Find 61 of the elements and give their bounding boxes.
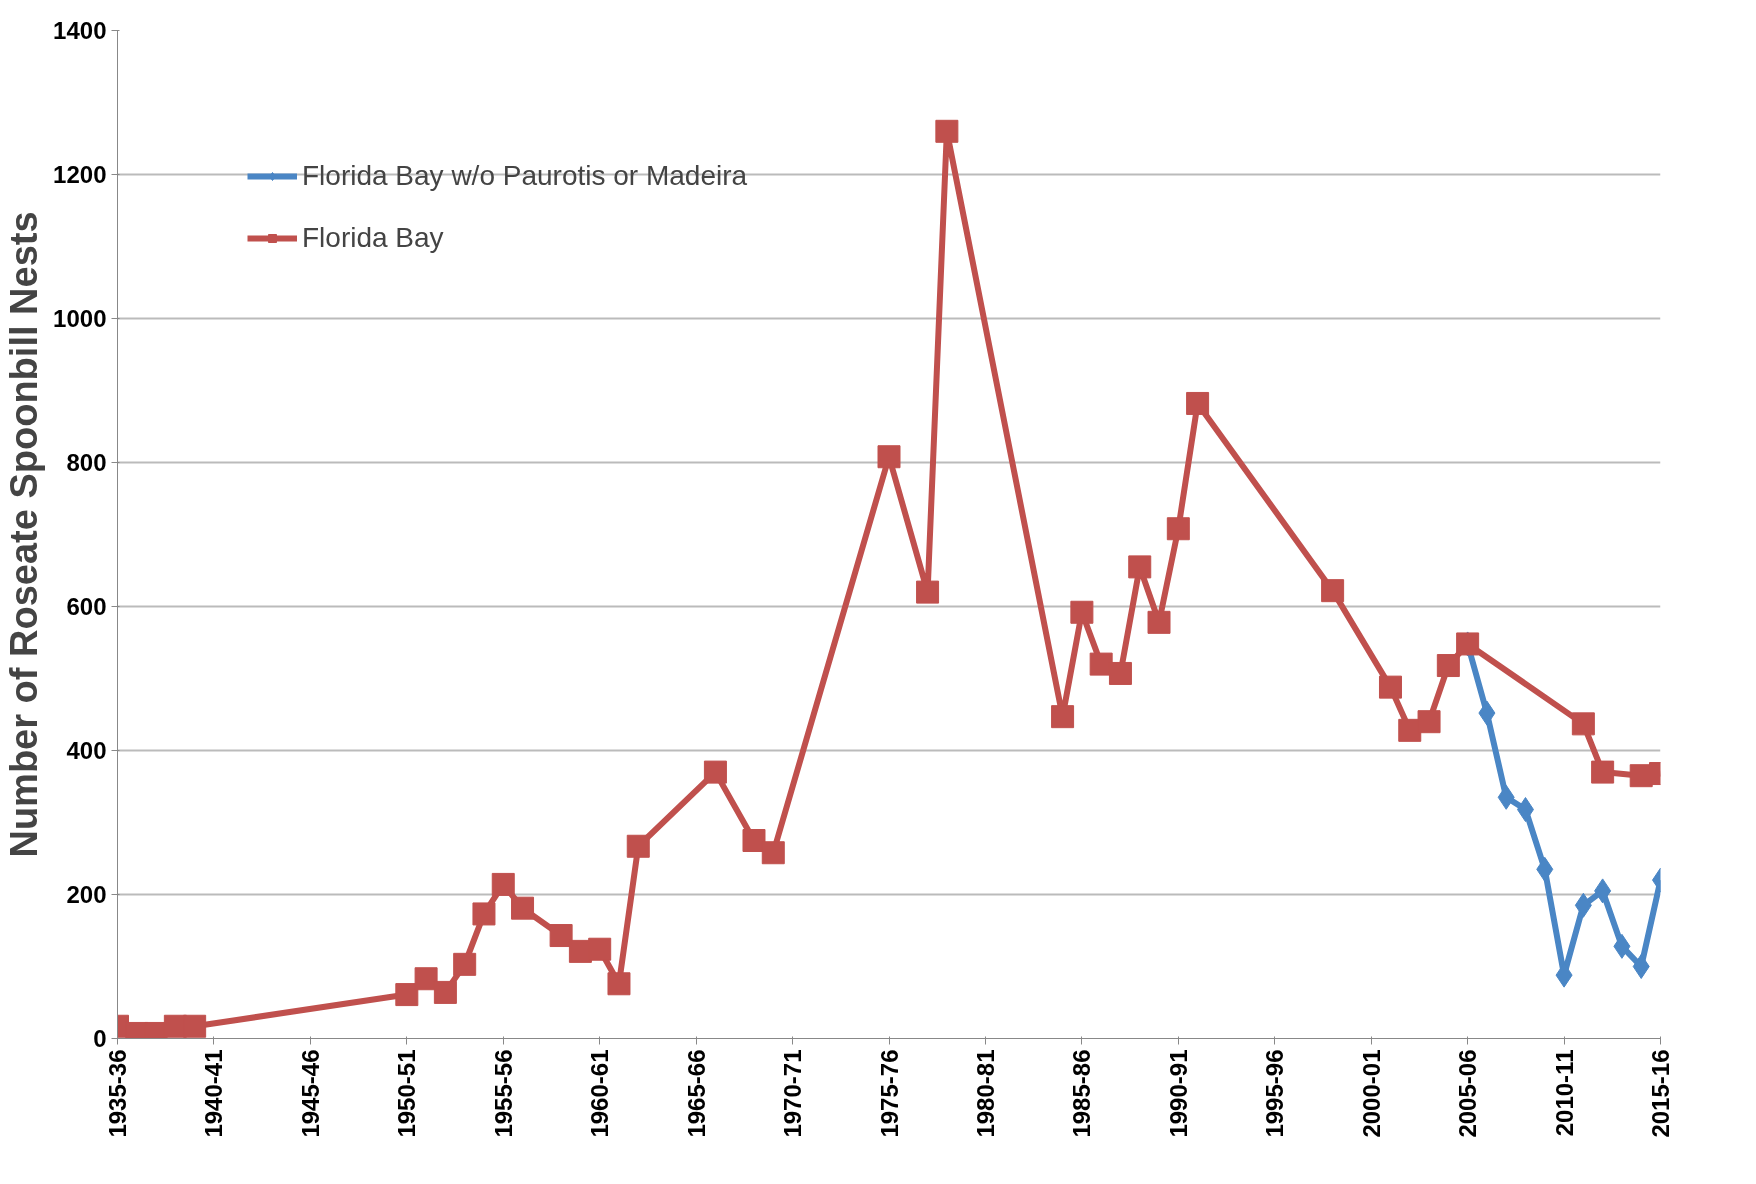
x-tick-label: 1985-86 xyxy=(1068,1049,1096,1138)
point xyxy=(1147,610,1171,634)
point xyxy=(1108,661,1132,685)
point xyxy=(626,834,650,858)
point xyxy=(433,980,457,1004)
point xyxy=(1128,555,1152,579)
point xyxy=(1070,600,1094,624)
point xyxy=(1571,712,1595,736)
point xyxy=(1186,391,1210,415)
y-tick-label: 400 xyxy=(66,737,107,764)
point xyxy=(588,937,612,961)
point xyxy=(1166,517,1190,541)
point xyxy=(607,972,631,996)
legend-label: Florida Bay w/o Paurotis or Madeira xyxy=(302,160,748,192)
y-axis-title: Number of Roseate Spoonbill Nests xyxy=(3,211,46,858)
y-tick-label: 200 xyxy=(66,881,107,908)
x-tick-label: 1955-56 xyxy=(489,1049,517,1138)
y-tick-label: 800 xyxy=(66,449,107,476)
x-tick-label: 2015-16 xyxy=(1647,1049,1674,1138)
point xyxy=(1591,760,1615,784)
x-tick-label: 1940-41 xyxy=(200,1049,228,1138)
point xyxy=(1089,652,1113,676)
x-tick-label: 1980-81 xyxy=(971,1049,999,1138)
point xyxy=(1321,579,1345,603)
legend-label: Florida Bay xyxy=(302,222,444,254)
point xyxy=(453,952,477,976)
point xyxy=(1378,675,1402,699)
point xyxy=(877,445,901,469)
x-tick-label: 2010-11 xyxy=(1550,1049,1578,1137)
point xyxy=(916,580,940,604)
point xyxy=(935,119,959,143)
point xyxy=(1436,654,1460,678)
y-tick-label: 600 xyxy=(66,593,107,620)
x-tick-label: 2005-06 xyxy=(1454,1049,1482,1138)
x-tick-label: 1995-96 xyxy=(1261,1049,1289,1138)
point xyxy=(183,1014,207,1038)
point xyxy=(1051,705,1075,729)
x-tick-label: 1990-91 xyxy=(1164,1049,1192,1138)
point xyxy=(742,829,766,852)
point xyxy=(511,896,535,920)
x-tick-label: 1970-71 xyxy=(779,1049,807,1138)
point xyxy=(549,924,573,948)
point xyxy=(703,760,727,784)
x-tick-label: 1975-76 xyxy=(875,1049,903,1138)
y-tick-label: 1400 xyxy=(53,17,107,44)
x-tick-label: 1950-51 xyxy=(393,1049,421,1138)
point xyxy=(1632,954,1650,979)
point xyxy=(491,872,515,896)
point xyxy=(761,841,785,865)
x-tick-label: 1935-36 xyxy=(104,1049,131,1138)
point xyxy=(1417,710,1441,734)
x-tick-label: 1960-61 xyxy=(586,1049,614,1138)
x-tick-label: 1965-66 xyxy=(682,1049,710,1138)
point xyxy=(395,983,419,1007)
y-tick-label: 1200 xyxy=(53,161,107,188)
x-tick-label: 2000-01 xyxy=(1357,1049,1385,1138)
point xyxy=(472,902,496,926)
y-tick-label: 1000 xyxy=(53,305,107,332)
y-tick-label: 0 xyxy=(93,1025,107,1052)
x-tick-label: 1945-46 xyxy=(296,1049,324,1138)
point xyxy=(414,967,438,991)
